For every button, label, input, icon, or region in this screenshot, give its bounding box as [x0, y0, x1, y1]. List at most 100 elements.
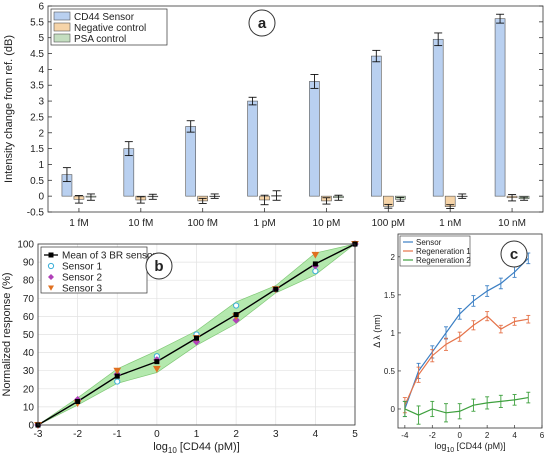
panel-label: b — [154, 258, 163, 275]
legend-swatch — [53, 33, 71, 43]
data-point — [153, 365, 161, 373]
y-tick-label: 5 — [38, 33, 44, 44]
x-axis-label-rest: [CD44 (pM)] — [177, 441, 240, 453]
x-tick-label: 6 — [540, 431, 545, 440]
data-point — [311, 251, 320, 259]
axes-frame — [37, 243, 356, 426]
y-tick-label: 2 — [38, 128, 44, 139]
x-tick-label: 0 — [457, 431, 462, 440]
x-tick-label: 4 — [313, 429, 319, 440]
data-point — [233, 302, 240, 309]
x-tick-label: 4 — [512, 431, 517, 440]
legend-marker — [47, 262, 55, 270]
y-tick-label: 2 — [391, 253, 396, 262]
x-tick-label: 10 pM — [313, 218, 341, 229]
x-tick-label: -1 — [113, 429, 122, 440]
y-tick-label: 3 — [38, 97, 44, 108]
legend-label: Sensor — [416, 238, 442, 247]
y-axis-label: Intensity change from ref. (dB) — [3, 35, 15, 183]
x-axis-label-main: log — [434, 441, 446, 451]
bar — [432, 38, 444, 197]
y-tick-label: 0 — [38, 192, 44, 203]
y-axis-label: Δ λ (nm) — [372, 314, 382, 348]
bar — [494, 18, 506, 197]
mean-point — [194, 335, 199, 341]
y-tick-label: 60 — [23, 312, 35, 323]
x-axis-label-main: log — [153, 441, 168, 453]
mean-point — [312, 261, 318, 267]
legend-marker — [48, 285, 54, 291]
y-axis-label: Normalized response (%) — [1, 272, 13, 396]
x-axis-label: log10 [CD44 (pM)] — [153, 441, 240, 454]
y-tick-label: 4 — [38, 65, 44, 76]
y-tick-label: 30 — [23, 366, 35, 377]
x-tick-label: 100 pM — [372, 218, 405, 229]
bar — [247, 100, 258, 197]
y-tick-label: 70 — [23, 294, 35, 305]
y-tick-label: 1.5 — [30, 144, 44, 155]
y-tick-label: 0.5 — [30, 176, 44, 187]
x-tick-label: 10 nM — [498, 218, 526, 229]
mean-point — [114, 373, 120, 379]
legend-label: Mean of 3 BR sensors — [62, 251, 161, 262]
series-line — [404, 315, 529, 406]
y-tick-label: 20 — [23, 384, 35, 395]
panel-label-badge — [500, 240, 528, 268]
x-axis-label-sub: 10 — [446, 447, 454, 454]
legend-label: Sensor 3 — [62, 284, 102, 295]
legend-label: Sensor 2 — [62, 273, 102, 284]
y-tick-label: 1 — [38, 160, 44, 171]
y-tick-label: 100 — [17, 240, 34, 251]
axes-frame — [47, 5, 544, 213]
panel-c: 0 0.5 1 1.5 2 -4 -2 0 2 4 6 Δ λ (nm) log10 [CD44 (pM… — [372, 233, 545, 454]
x-tick-label: 5 — [352, 429, 358, 440]
x-tick-label: 0 — [154, 429, 160, 440]
y-tick-label: 4.5 — [30, 49, 44, 60]
x-axis-label-rest: [CD44 (pM)] — [454, 441, 506, 451]
mean-point — [233, 312, 239, 318]
y-tick-label: 5.5 — [30, 17, 44, 28]
panel-label: c — [510, 246, 518, 263]
y-tick-label: 10 — [23, 402, 35, 413]
y-tick-label: 1 — [391, 329, 396, 338]
axes-frame — [397, 233, 543, 429]
y-tick-label: -0.5 — [27, 208, 45, 219]
x-tick-label: 1 fM — [69, 218, 88, 229]
x-axis-label-sub: 10 — [168, 446, 177, 454]
x-tick-label: -2 — [429, 431, 437, 440]
x-tick-label: 3 — [273, 429, 279, 440]
x-tick-label: 1 pM — [253, 218, 275, 229]
y-tick-label: 0 — [28, 421, 34, 432]
legend-marker — [48, 252, 54, 258]
legend-marker — [48, 274, 54, 280]
y-tick-label: 1.5 — [384, 291, 396, 300]
legend-swatch — [53, 22, 71, 32]
data-point — [114, 378, 121, 385]
panel-label: a — [258, 15, 267, 32]
y-tick-label: 0 — [391, 405, 396, 414]
y-tick-label: 90 — [23, 258, 35, 269]
x-axis-label: log10 [CD44 (pM)] — [434, 441, 505, 454]
x-tick-label: 2 — [485, 431, 490, 440]
x-tick-label: -2 — [73, 429, 82, 440]
y-tick-label: 0.5 — [384, 367, 396, 376]
mean-point — [273, 286, 279, 292]
legend-label: Regeneration 2 — [416, 256, 471, 265]
data-point — [113, 367, 122, 375]
bar — [309, 81, 320, 197]
legend-label: Regeneration 1 — [416, 247, 471, 256]
legend-swatch — [53, 11, 71, 21]
bar — [371, 55, 382, 197]
legend-label: CD44 Sensor — [74, 12, 135, 23]
legend-label: Negative control — [74, 23, 146, 34]
panel-b: 0 10 20 30 40 50 60 70 80 90 100 -3 -2 -1 0 1 2 3 4 5 Normal… — [1, 240, 359, 454]
x-tick-label: 1 nM — [439, 218, 461, 229]
y-tick-label: 6 — [38, 2, 44, 13]
panel-label-badge — [248, 9, 276, 37]
y-tick-label: 2.5 — [30, 112, 44, 123]
mean-point — [154, 359, 160, 365]
y-tick-label: 50 — [23, 330, 35, 341]
mean-point — [75, 398, 81, 404]
legend-label: Sensor 1 — [62, 262, 102, 273]
legend-box — [40, 246, 148, 294]
